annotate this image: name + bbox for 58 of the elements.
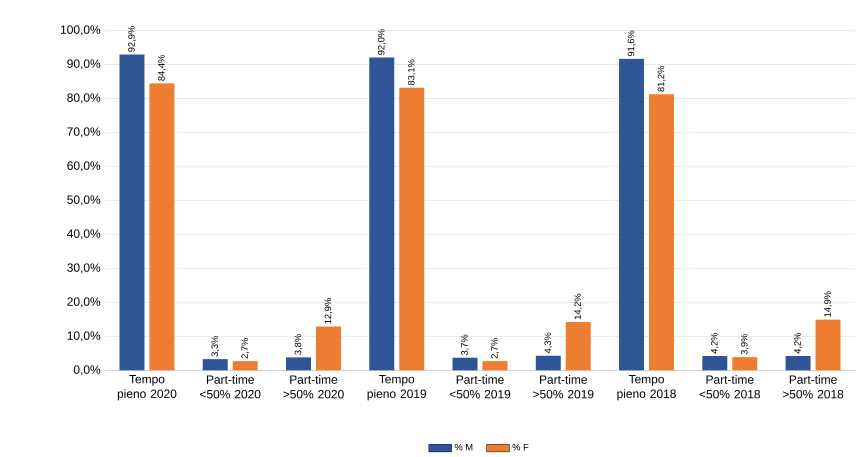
data-label: 4,2%: [794, 332, 802, 354]
bar: [452, 358, 478, 370]
bar: [232, 361, 258, 370]
data-label: 3,7%: [461, 334, 469, 356]
bar: [149, 83, 174, 370]
x-tick-label: Tempo pieno 2020: [118, 375, 176, 400]
data-label: 84,4%: [158, 55, 166, 81]
x-tick-label: Part-time >50% 2020: [283, 375, 344, 398]
bar: [482, 361, 508, 370]
bar: [536, 356, 561, 370]
bar: [619, 58, 644, 370]
data-label: 2,7%: [241, 338, 250, 358]
data-label: 12,9%: [324, 298, 332, 324]
x-tick-label: Tempo pieno 2019: [368, 375, 426, 400]
y-tick-label: 80,0%: [67, 93, 100, 104]
data-label: 3,9%: [740, 334, 749, 354]
bar: [649, 94, 674, 370]
x-tick-label: Part-time >50% 2018: [782, 375, 844, 398]
bar: [316, 326, 341, 370]
y-tick-label: 70,0%: [67, 127, 100, 138]
data-label: 83,1%: [408, 60, 416, 86]
bar: [286, 357, 311, 370]
x-tick-label: Part-time <50% 2020: [200, 375, 260, 398]
data-label: 91,6%: [628, 30, 636, 56]
bar: [702, 356, 728, 370]
y-tick-label: 0,0%: [74, 365, 100, 376]
x-tick-label: Part-time <50% 2019: [450, 375, 510, 398]
y-tick-label: 30,0%: [67, 263, 100, 274]
bar: [119, 54, 144, 370]
bar: [786, 356, 811, 370]
y-tick-label: 90,0%: [67, 59, 100, 70]
y-tick-label: 10,0%: [68, 331, 100, 342]
data-label: 92,0%: [378, 29, 386, 55]
bar: [732, 357, 758, 370]
legend-label: % M: [454, 444, 472, 450]
bar: [369, 58, 394, 370]
y-tick-label: 60,0%: [67, 161, 100, 172]
legend-label: % F: [512, 444, 528, 450]
data-label: 92,9%: [128, 26, 136, 52]
data-label: 4,3%: [544, 332, 552, 354]
data-label: 14,9%: [824, 291, 832, 317]
x-tick-label: Tempo pieno 2018: [617, 375, 676, 400]
data-label: 3,8%: [294, 334, 302, 355]
bar: [399, 88, 424, 370]
x-tick-label: Part-time <50% 2018: [700, 375, 760, 398]
data-label: 81,2%: [658, 66, 666, 92]
x-tick-label: Part-time >50% 2019: [533, 375, 594, 398]
bar: [816, 320, 841, 370]
data-label: 3,3%: [211, 336, 220, 356]
bar: [566, 322, 591, 370]
y-tick-label: 20,0%: [67, 297, 100, 308]
y-tick-label: 50,0%: [67, 195, 100, 206]
data-label: 2,7%: [491, 338, 499, 358]
y-tick-label: 40,0%: [67, 229, 100, 240]
bar: [202, 359, 228, 370]
data-label: 14,2%: [574, 294, 582, 320]
y-tick-label: 100,0%: [61, 25, 100, 36]
data-label: 4,2%: [710, 332, 719, 354]
